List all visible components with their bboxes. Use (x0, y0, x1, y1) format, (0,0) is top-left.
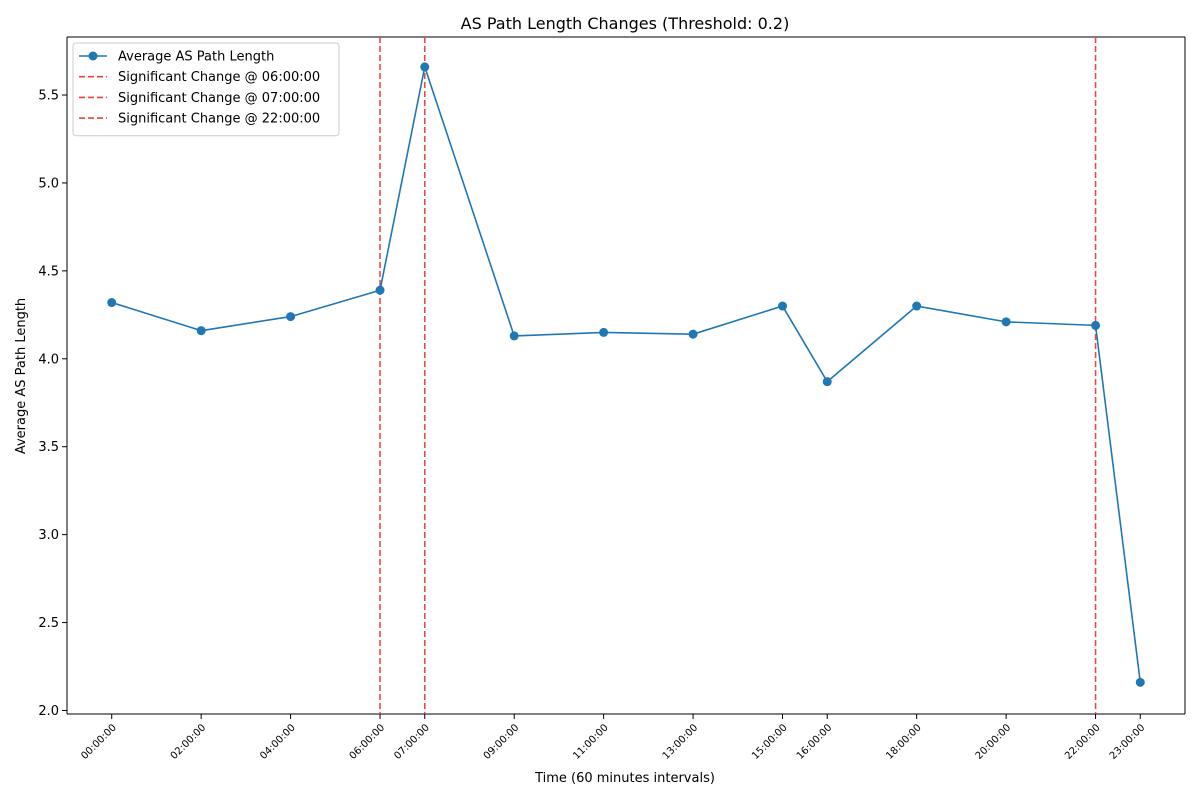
y-tick-label: 3.5 (38, 440, 59, 455)
y-tick-label: 3.0 (38, 528, 59, 543)
data-point (688, 329, 698, 339)
series-line (111, 66, 1142, 683)
data-point (375, 285, 385, 295)
data-point (1091, 320, 1101, 330)
data-point (822, 377, 832, 387)
legend-label: Significant Change @ 07:00:00 (118, 91, 320, 106)
data-point (509, 331, 519, 341)
data-point (286, 312, 296, 322)
y-tick-label: 4.5 (38, 264, 59, 279)
y-tick-label: 2.0 (38, 704, 59, 719)
legend-label: Significant Change @ 06:00:00 (118, 70, 320, 85)
data-point (420, 62, 430, 72)
data-point (599, 327, 609, 337)
y-tick-label: 5.5 (38, 89, 59, 104)
data-point (196, 326, 206, 336)
y-tick-label: 4.0 (38, 352, 59, 367)
legend-marker (88, 51, 98, 61)
y-tick-label: 5.0 (38, 176, 59, 191)
legend-label: Significant Change @ 22:00:00 (118, 112, 320, 127)
data-point (1135, 677, 1145, 687)
data-point (778, 301, 788, 311)
y-tick-label: 2.5 (38, 616, 59, 631)
chart-title: AS Path Length Changes (Threshold: 0.2) (461, 14, 790, 33)
y-axis-label: Average AS Path Length (14, 298, 29, 454)
data-point (912, 301, 922, 311)
data-point (107, 298, 117, 308)
x-axis-label: Time (60 minutes intervals) (534, 771, 715, 786)
legend-label: Average AS Path Length (118, 50, 274, 65)
legend-box (72, 42, 340, 137)
legend: Average AS Path Length Significant Change… (72, 42, 340, 137)
data-point (1001, 317, 1011, 327)
